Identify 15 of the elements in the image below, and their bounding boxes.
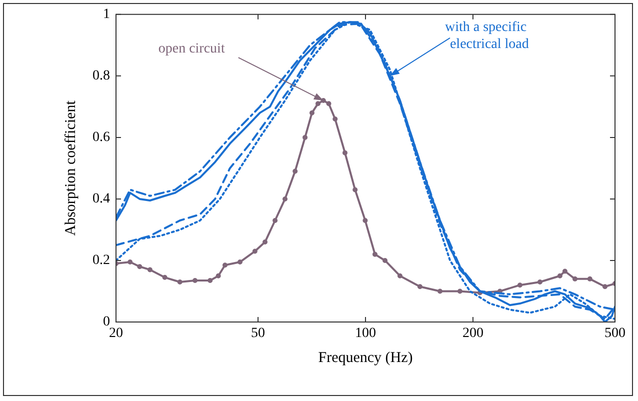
x-axis-title: Frequency (Hz) <box>318 350 413 366</box>
x-tick-label: 20 <box>109 326 123 342</box>
x-tick-label: 50 <box>251 326 266 342</box>
y-axis-title: Absorption coefficient <box>62 100 79 236</box>
annotation: open circuit <box>158 42 225 57</box>
y-tick-label: 0.2 <box>92 253 110 268</box>
x-tick-label: 100 <box>355 326 376 342</box>
x-tick-label: 200 <box>462 326 484 342</box>
x-tick-label: 500 <box>604 326 626 342</box>
y-tick-label: 1 <box>103 7 110 22</box>
y-tick-label: 0 <box>103 314 110 330</box>
annotation: with a specific electrical load <box>444 20 529 52</box>
y-tick-label: 0.6 <box>92 130 110 146</box>
y-tick-label: 0.4 <box>92 192 110 207</box>
y-tick-label: 0.8 <box>92 68 110 84</box>
